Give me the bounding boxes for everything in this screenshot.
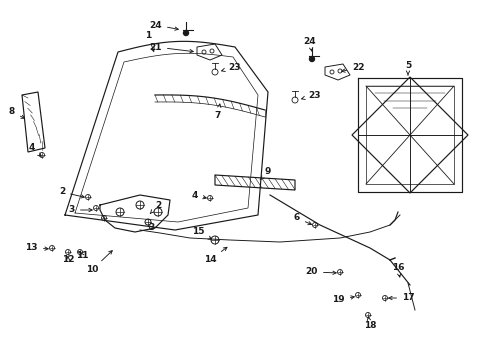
Text: 4: 4 [191, 190, 206, 199]
Text: 6: 6 [293, 213, 311, 225]
Text: 2: 2 [150, 201, 161, 213]
Text: 1: 1 [144, 31, 154, 51]
Text: 18: 18 [363, 317, 375, 329]
Text: 3: 3 [69, 206, 92, 215]
Text: 2: 2 [59, 188, 84, 198]
Text: 23: 23 [221, 63, 240, 72]
Text: 12: 12 [61, 256, 74, 265]
Text: 20: 20 [305, 267, 336, 276]
Text: 14: 14 [203, 247, 226, 265]
Text: 17: 17 [388, 293, 414, 302]
Circle shape [309, 57, 314, 62]
Text: 9: 9 [260, 167, 271, 180]
Text: 16: 16 [391, 264, 404, 277]
Text: 21: 21 [149, 42, 193, 53]
Text: 19: 19 [332, 296, 354, 305]
Text: 5: 5 [404, 60, 410, 75]
Text: 3: 3 [148, 224, 154, 233]
Text: 4: 4 [29, 144, 41, 156]
Text: 23: 23 [301, 90, 320, 99]
Text: 11: 11 [76, 251, 88, 260]
Text: 7: 7 [214, 104, 221, 120]
Text: 24: 24 [303, 37, 316, 51]
Text: 10: 10 [85, 251, 112, 274]
Text: 15: 15 [191, 228, 211, 239]
Text: 13: 13 [25, 243, 48, 252]
Text: 22: 22 [341, 63, 364, 72]
Circle shape [183, 31, 188, 36]
Text: 24: 24 [149, 21, 178, 30]
Text: 8: 8 [9, 108, 24, 118]
